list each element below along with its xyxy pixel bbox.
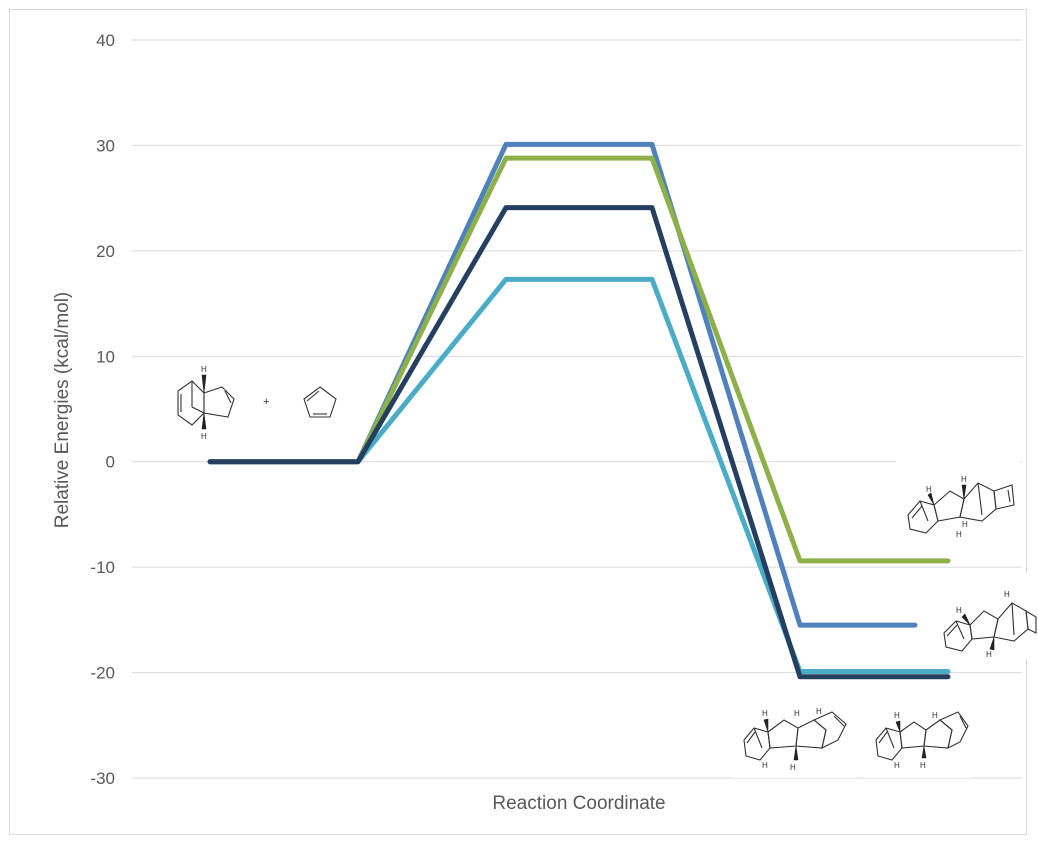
h-label: H (201, 432, 207, 441)
h-label: H (962, 520, 968, 529)
product-structure-darknavy-image: H H H H H (732, 698, 856, 778)
y-tick-labels: 40 30 20 10 0 -10 -20 -30 (90, 31, 115, 788)
y-tick-label: 40 (96, 31, 115, 50)
series-line (207, 276, 951, 675)
h-label: H (794, 709, 800, 718)
y-tick-label: -10 (90, 558, 115, 577)
h-label: H (894, 761, 900, 770)
y-tick-label: 30 (96, 136, 115, 155)
y-tick-label: 10 (96, 347, 115, 366)
h-label: H (956, 606, 962, 615)
plus-sign: + (263, 396, 269, 408)
product-structure-blue-image: H H H (934, 573, 1038, 659)
h-label: H (762, 761, 768, 770)
h-label: H (986, 650, 992, 659)
y-tick-label: -30 (90, 769, 115, 788)
chart-frame (9, 9, 1027, 835)
h-label: H (926, 485, 932, 494)
product-structure-teal-image: H H H H (864, 698, 972, 778)
h-label: H (790, 763, 796, 772)
y-tick-label: 20 (96, 242, 115, 261)
x-axis-title: Reaction Coordinate (492, 793, 665, 814)
reactant-structure-image: H H + (166, 359, 344, 451)
h-label: H (956, 530, 962, 539)
h-label: H (920, 761, 926, 770)
y-tick-label: 0 (106, 453, 115, 472)
h-label: H (961, 475, 967, 484)
y-tick-label: -20 (90, 664, 115, 683)
y-axis-title: Relative Energies (kcal/mol) (52, 292, 73, 529)
h-label: H (894, 711, 900, 720)
series-line (207, 205, 951, 680)
product-structure-green-image: H H H H (896, 453, 1020, 539)
h-label: H (932, 711, 938, 720)
h-label: H (816, 707, 822, 716)
h-label: H (201, 365, 207, 374)
energy-series (207, 141, 951, 680)
h-label: H (762, 709, 768, 718)
h-label: H (1004, 590, 1010, 599)
